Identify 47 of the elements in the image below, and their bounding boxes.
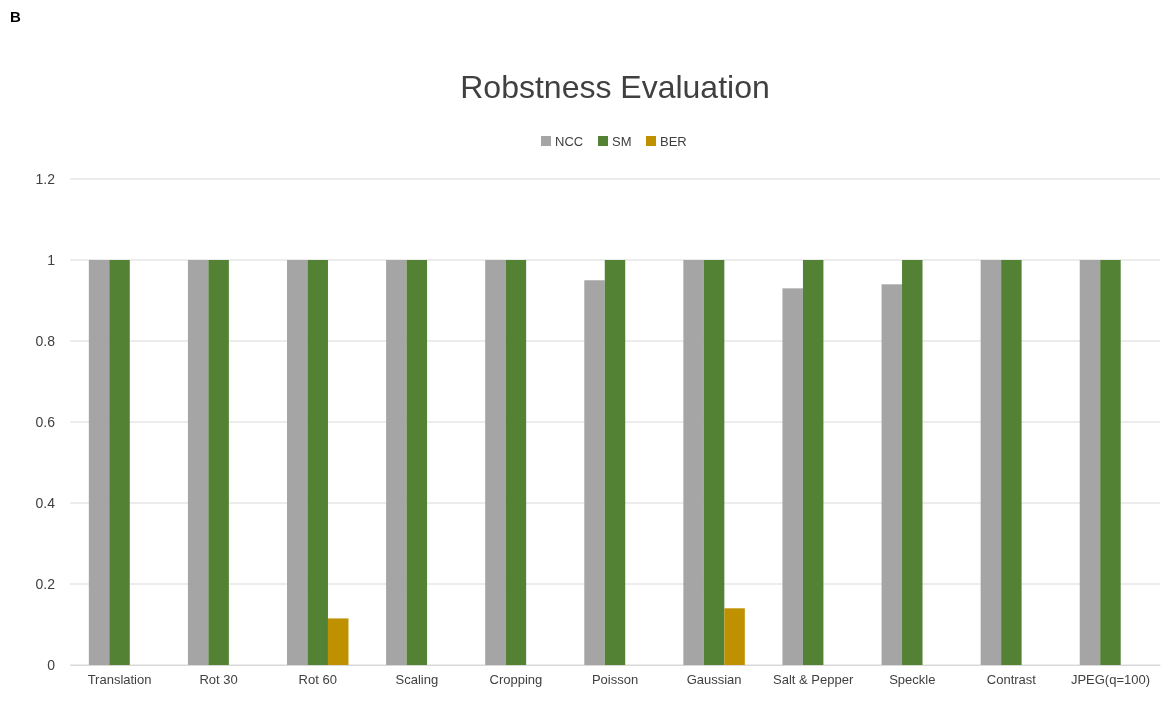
bar — [1001, 260, 1022, 665]
x-tick-label: Poisson — [591, 671, 639, 687]
bar — [604, 260, 626, 665]
x-tick-label: Cropping — [489, 671, 543, 687]
bar — [485, 260, 506, 665]
x-tick-label: Scaling — [395, 671, 439, 687]
bar — [327, 618, 349, 665]
y-tick-label: 1 — [47, 251, 56, 268]
bar — [505, 260, 527, 665]
legend-label: BER — [660, 134, 687, 149]
y-tick-label: 0.6 — [35, 413, 56, 430]
legend-label: NCC — [555, 134, 584, 149]
bar — [307, 260, 328, 665]
x-tick-label: Contrast — [986, 671, 1037, 687]
bar — [187, 260, 209, 665]
chart-title: Robstness Evaluation — [460, 69, 770, 105]
bar — [1079, 260, 1101, 665]
bar — [287, 260, 308, 665]
bar — [386, 260, 407, 665]
bar — [208, 260, 229, 665]
text: B — [10, 8, 21, 25]
bar — [881, 284, 903, 665]
x-tick-label: Gaussian — [686, 671, 742, 687]
bar — [724, 608, 745, 665]
bar — [683, 260, 704, 665]
y-tick-label: 0.4 — [35, 494, 56, 511]
y-tick-label: 1.2 — [35, 170, 56, 187]
y-tick-label: 0.8 — [35, 332, 56, 349]
x-tick-label: JPEG(q=100) — [1070, 671, 1151, 687]
bar — [782, 288, 803, 665]
bar — [109, 260, 130, 665]
x-tick-label: Rot 60 — [298, 671, 337, 687]
x-tick-label: Salt & Pepper — [773, 671, 854, 687]
bar — [802, 260, 824, 665]
bar — [980, 260, 1002, 665]
y-tick-label: 0.2 — [35, 575, 56, 592]
bar — [902, 260, 923, 665]
bar — [1100, 260, 1121, 665]
bar — [703, 260, 725, 665]
legend-label: SM — [612, 134, 632, 149]
x-tick-label: Translation — [87, 671, 152, 687]
y-tick-label: 0 — [47, 656, 56, 673]
x-tick-label: Speckle — [889, 671, 936, 687]
x-tick-label: Rot 30 — [199, 671, 238, 687]
bar — [406, 260, 428, 665]
bar — [88, 260, 110, 665]
bar — [584, 280, 605, 665]
